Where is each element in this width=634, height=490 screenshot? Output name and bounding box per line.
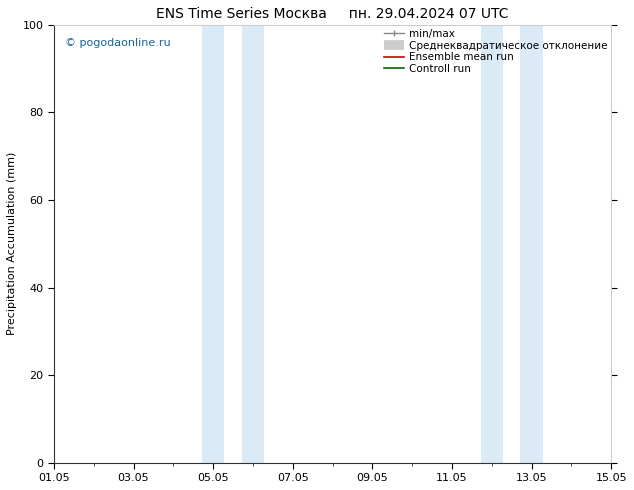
Title: ENS Time Series Москва     пн. 29.04.2024 07 UTC: ENS Time Series Москва пн. 29.04.2024 07…: [157, 7, 509, 21]
Y-axis label: Precipitation Accumulation (mm): Precipitation Accumulation (mm): [7, 152, 17, 336]
Bar: [481, 25, 503, 463]
Bar: [521, 25, 543, 463]
Text: © pogodaonline.ru: © pogodaonline.ru: [65, 38, 171, 48]
Bar: [202, 25, 224, 463]
Legend: min/max, Среднеквадратическое отклонение, Ensemble mean run, Controll run: min/max, Среднеквадратическое отклонение…: [382, 27, 609, 76]
Bar: [242, 25, 264, 463]
